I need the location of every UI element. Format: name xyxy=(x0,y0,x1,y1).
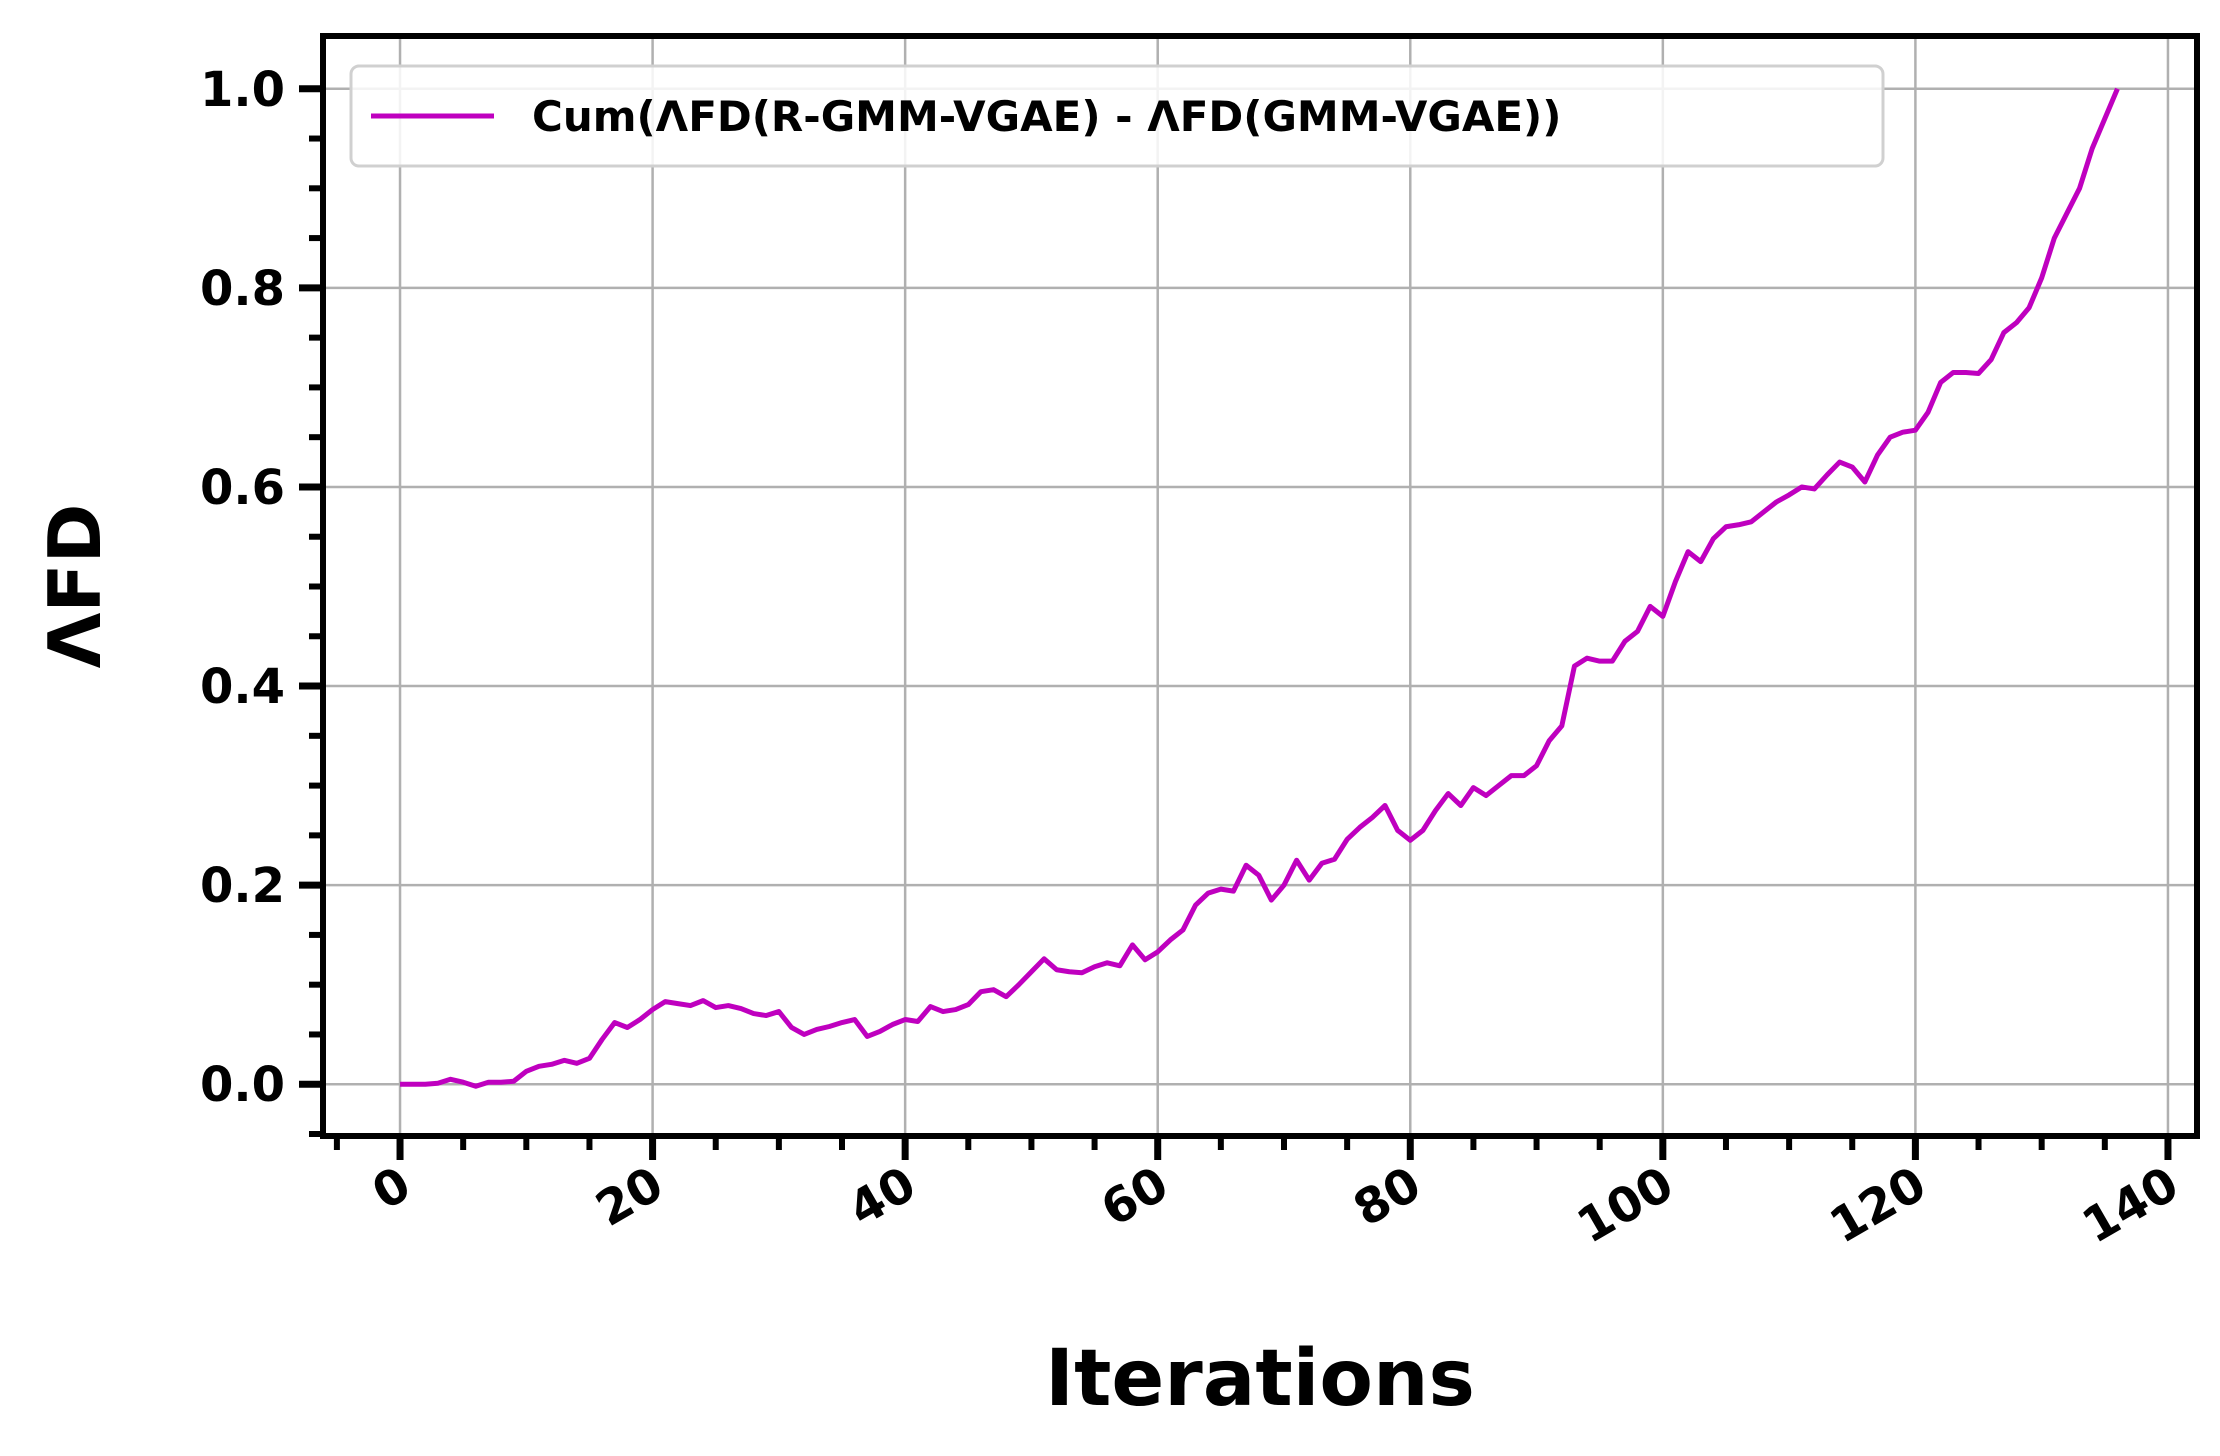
y-tick-label: 0.0 xyxy=(200,1057,285,1113)
x-tick-label: 20 xyxy=(587,1156,673,1238)
y-tick-label: 0.2 xyxy=(200,858,285,914)
legend-label: Cum(ΛFD(R-GMM-VGAE) - ΛFD(GMM-VGAE)) xyxy=(532,92,1561,141)
legend: Cum(ΛFD(R-GMM-VGAE) - ΛFD(GMM-VGAE)) xyxy=(349,64,1885,168)
x-axis-label: Iterations xyxy=(1045,1334,1475,1424)
x-tick-label: 60 xyxy=(1092,1156,1178,1238)
axes-frame xyxy=(320,33,2200,1139)
x-tick-label: 40 xyxy=(839,1156,925,1238)
x-tick-label: 100 xyxy=(1568,1156,1683,1255)
x-tick-label: 0 xyxy=(363,1156,420,1221)
y-tick-label: 0.4 xyxy=(200,659,285,715)
y-tick-label: 0.6 xyxy=(200,460,285,516)
y-tick-label: 1.0 xyxy=(200,62,285,118)
y-tick-label: 0.8 xyxy=(200,261,285,317)
legend-box xyxy=(349,64,1885,168)
data-line xyxy=(400,87,2120,1089)
x-tick-label: 120 xyxy=(1821,1156,1936,1255)
y-axis-label: ΛFD xyxy=(33,504,117,669)
x-tick-label: 140 xyxy=(2073,1156,2188,1255)
x-tick-label: 80 xyxy=(1344,1156,1430,1238)
